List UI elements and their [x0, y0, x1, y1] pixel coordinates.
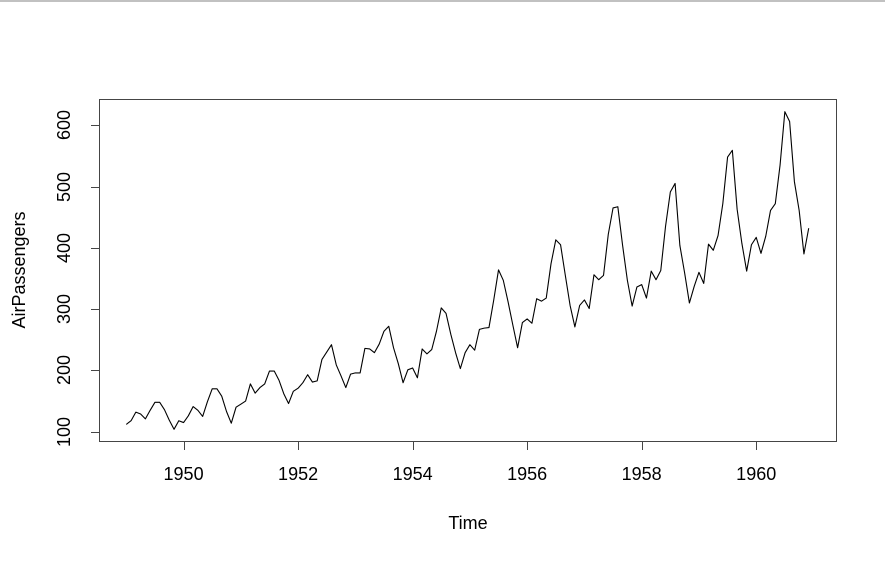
x-tick-label: 1954 [392, 464, 433, 484]
y-tick-label: 200 [54, 355, 74, 386]
x-tick-label: 1950 [163, 464, 204, 484]
plot-box [99, 99, 837, 442]
pane-top-border [0, 0, 885, 2]
x-tick-label: 1956 [507, 464, 548, 484]
y-tick-label: 500 [54, 171, 74, 202]
y-tick-label: 100 [54, 416, 74, 447]
y-tick-label: 600 [54, 110, 74, 141]
axis-ticks [91, 125, 757, 450]
y-tick-label: 400 [54, 232, 74, 263]
y-tick-label: 300 [54, 294, 74, 325]
series-line [125, 111, 810, 430]
y-axis-title: AirPassengers [9, 211, 29, 329]
x-axis-title: Time [448, 513, 488, 533]
x-tick-label: 1952 [278, 464, 319, 484]
x-tick-label: 1958 [621, 464, 662, 484]
x-tick-label: 1960 [736, 464, 777, 484]
